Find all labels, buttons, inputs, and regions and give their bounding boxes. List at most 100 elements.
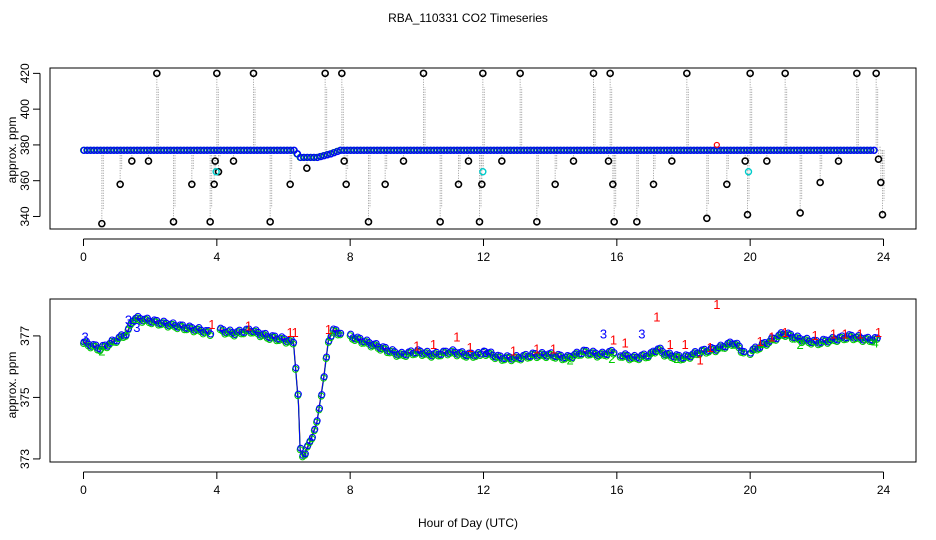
- x-tick-label: 8: [347, 483, 354, 497]
- spike-point: [128, 157, 136, 165]
- x-tick-label: 0: [80, 483, 87, 497]
- y-tick-label: 373: [18, 449, 32, 469]
- x-tick-label: 8: [347, 250, 354, 264]
- series-point-blue: [693, 349, 702, 357]
- y-tick-label: 340: [18, 206, 32, 226]
- top-y-axis: 340 360 380 400 420: [18, 63, 41, 226]
- series-label-red: 1: [245, 319, 252, 334]
- y-tick-label: 360: [18, 170, 32, 190]
- series-label-red: 1: [287, 325, 294, 340]
- series-point-blue: [322, 353, 331, 361]
- series-point-blue: [740, 348, 748, 356]
- series-point-blue: [292, 364, 300, 372]
- spike-point: [399, 157, 408, 165]
- series-point-blue: [197, 326, 205, 334]
- spike-point: [498, 157, 506, 165]
- x-tick-label: 16: [610, 250, 624, 264]
- series-label-red: 1: [842, 326, 849, 341]
- series-label-green: 2: [608, 351, 615, 366]
- series-label-red: 1: [467, 340, 474, 355]
- series-point-blue: [610, 349, 618, 357]
- series-point-blue: [337, 329, 345, 337]
- spike-point: [763, 157, 771, 165]
- series-label-red: 1: [533, 342, 540, 357]
- spike-point: [741, 157, 749, 165]
- spike-point: [703, 214, 711, 223]
- series-label-red: 1: [292, 325, 299, 340]
- x-tick-label: 16: [610, 483, 624, 497]
- series-label-red: 1: [812, 328, 819, 343]
- spike-point: [610, 218, 618, 226]
- spike-point: [633, 218, 641, 226]
- series-point-blue: [238, 328, 246, 336]
- spike-point: [533, 218, 541, 226]
- x-tick-label: 12: [477, 250, 491, 264]
- series-label-blue: 3: [638, 326, 645, 341]
- spike-point: [342, 180, 350, 189]
- series-point-blue: [435, 350, 443, 359]
- spike-point: [781, 69, 789, 78]
- series-point-blue: [134, 312, 142, 320]
- series-point-blue: [315, 404, 324, 412]
- series-point-blue: [577, 350, 586, 358]
- spike-point: [475, 218, 484, 226]
- series-label-green: 2: [673, 351, 680, 366]
- x-tick-label: 4: [213, 483, 220, 497]
- series-label-red: 1: [667, 337, 674, 352]
- series-label-red: 1: [325, 322, 332, 337]
- series-label-red: 1: [697, 353, 704, 368]
- spike-point: [609, 180, 617, 189]
- spike-point: [589, 69, 598, 78]
- series-point-blue: [85, 340, 93, 348]
- spike-point: [683, 69, 691, 78]
- spike-point: [169, 218, 178, 226]
- series-label-blue: 3: [82, 329, 89, 344]
- spike-point: [98, 219, 106, 228]
- series-point-blue: [608, 346, 616, 354]
- series-point-blue: [297, 444, 305, 452]
- series-point-blue: [388, 346, 397, 354]
- spike-point: [266, 218, 274, 226]
- series-label-blue: 3: [125, 313, 132, 328]
- top-points: [79, 69, 887, 228]
- series-point-blue: [89, 341, 97, 349]
- series-point-blue: [747, 349, 755, 357]
- series-point-blue: [728, 340, 736, 348]
- series-point-blue: [313, 417, 321, 425]
- series-label-red: 1: [857, 326, 864, 341]
- spike-point: [872, 69, 880, 78]
- series-point-blue: [136, 314, 144, 323]
- series-label-green: 4: [872, 336, 879, 351]
- series-point-blue: [575, 350, 583, 358]
- series-label-blue: 3: [133, 320, 140, 335]
- spike-point: [478, 180, 486, 189]
- series-label-green: 2: [567, 353, 574, 368]
- series-point-blue: [311, 425, 319, 433]
- series-point-blue: [794, 332, 802, 340]
- spike-point: [206, 218, 214, 226]
- spike-point: [743, 210, 752, 219]
- series-point-blue: [580, 346, 588, 354]
- spike-point: [381, 180, 389, 189]
- x-tick-label: 24: [877, 483, 891, 497]
- series-point-blue: [122, 331, 130, 339]
- spike-point: [604, 157, 613, 165]
- baseline-point-blue: [870, 146, 878, 154]
- series-point-blue: [110, 337, 119, 345]
- series-point-blue: [290, 338, 298, 347]
- series-label-red: 1: [510, 343, 517, 358]
- series-point-blue: [857, 334, 865, 342]
- series-label-red: 1: [768, 329, 775, 344]
- series-point-blue: [306, 437, 314, 445]
- series-point-blue: [838, 332, 846, 340]
- spike-point: [746, 69, 754, 78]
- y-tick-label: 377: [18, 326, 32, 346]
- spike-point: [551, 180, 559, 189]
- series-point-blue: [301, 450, 309, 458]
- red-point: [713, 141, 720, 149]
- series-label-red: 1: [430, 337, 437, 352]
- series-point-blue: [789, 334, 797, 342]
- spike-point: [144, 157, 153, 165]
- spike-point: [419, 69, 428, 78]
